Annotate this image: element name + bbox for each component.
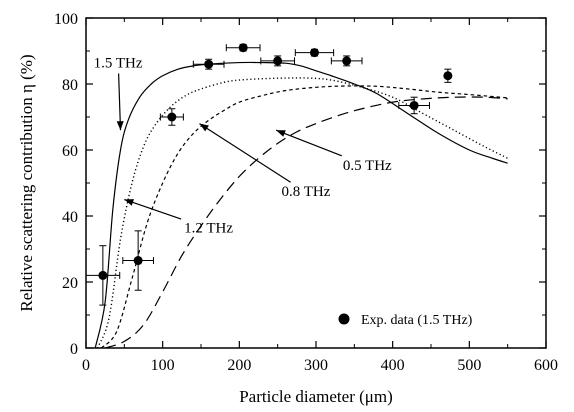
y-tick-label: 80	[62, 77, 78, 94]
plot-frame	[85, 17, 547, 349]
y-axis-title: Relative scattering contribution η (%)	[17, 54, 36, 311]
x-tick-label: 500	[457, 357, 481, 374]
exp-data-point	[443, 71, 453, 81]
y-tick-label: 20	[62, 275, 78, 292]
x-axis-title: Particle diameter (μm)	[239, 387, 393, 406]
annotation-arrow	[124, 198, 182, 220]
series-0-8-thzline	[100, 85, 508, 349]
annotation-label: 1.5 THz	[94, 56, 143, 72]
x-tick-label: 200	[227, 357, 251, 374]
exp-data-point	[273, 56, 283, 66]
x-tick-label: 100	[151, 357, 175, 374]
annotation-label: 1.2 THz	[184, 221, 233, 237]
arrow-head	[199, 123, 209, 132]
x-tick-label: 600	[534, 357, 558, 374]
curve-annotations: 1.5 THz 1.2 THz 0.8 THz 0.5 THz	[94, 56, 392, 237]
legend: Exp. data (1.5 THz)	[338, 313, 473, 328]
experimental-data	[85, 43, 453, 306]
axis-ticks: 0 100 200 300 400 500 600 0 20 40 60 80 100	[54, 11, 558, 374]
arrow-head	[116, 121, 124, 131]
series-1-2-thzline	[96, 77, 508, 349]
x-tick-label: 0	[82, 357, 90, 374]
model-curves	[94, 61, 508, 349]
exp-data-point	[98, 270, 108, 280]
y-tick-label: 0	[70, 341, 78, 358]
annotation-label: 0.5 THz	[343, 158, 392, 174]
x-tick-label: 300	[304, 357, 328, 374]
exp-data-point	[238, 43, 248, 53]
annotation-label: 0.8 THz	[282, 184, 331, 200]
exp-data-point	[167, 112, 177, 122]
series-1-5-thzline	[94, 61, 508, 349]
y-tick-label: 60	[62, 143, 78, 160]
exp-data-point	[342, 56, 352, 66]
legend-marker	[338, 313, 350, 325]
exp-data-point	[133, 256, 143, 266]
arrow-head	[124, 199, 134, 206]
series-0-5-thzline	[104, 96, 508, 349]
x-tick-label: 400	[381, 357, 405, 374]
annotation-arrow	[118, 73, 122, 131]
annotation-arrow	[199, 123, 291, 183]
exp-data-point	[204, 59, 214, 69]
arrow-head	[276, 130, 286, 137]
legend-label: Exp. data (1.5 THz)	[361, 313, 473, 328]
y-tick-label: 100	[54, 11, 78, 28]
exp-data-point	[309, 48, 319, 58]
y-tick-label: 40	[62, 209, 78, 226]
annotation-arrow	[275, 129, 343, 157]
exp-data-point	[409, 100, 419, 110]
